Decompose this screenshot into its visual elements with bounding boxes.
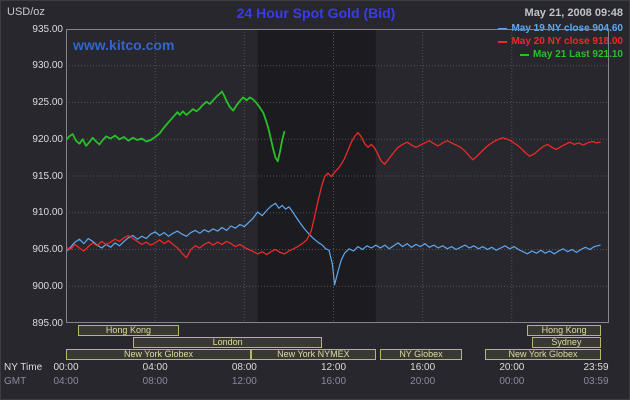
legend: May 19 NY close 904.60 May 20 NY close 91… [498,23,623,62]
x-axis-label-gmt: 08:00 [142,376,168,387]
session-box-hong-kong: Hong Kong [527,325,601,336]
y-axis-label: 895.00 [32,317,63,329]
chart-title: 24 Hour Spot Gold (Bid) [236,5,396,21]
session-box-london: London [132,337,323,348]
x-axis-label-ny: 20:00 [499,362,525,373]
nymex-session-band [257,29,376,323]
x-axis-label-ny: 16:00 [410,362,436,373]
x-axis-label-ny: 12:00 [320,362,347,373]
price-line-may21 [66,90,286,163]
legend-label: May 20 NY close 918.00 [511,36,623,47]
x-axis-label-gmt: 20:00 [410,376,436,387]
datetime-label: May 21, 2008 09:48 [524,7,623,19]
x-axis-label-gmt: 12:00 [231,376,257,387]
x-axis-label-gmt: 04:00 [53,376,79,387]
y-axis-label: 925.00 [32,97,63,108]
price-line-may20 [66,131,601,259]
legend-item: May 20 NY close 918.00 [498,36,623,47]
session-box-new-york-globex: New York Globex [485,349,601,360]
legend-color-dash [519,53,529,56]
session-box-hong-kong: Hong Kong [78,325,179,336]
legend-label: May 21 Last 921.10 [532,49,623,60]
price-line-may19 [66,202,601,286]
ny-time-axis-label: NY Time [4,362,43,373]
session-box-new-york-nymex: New York NYMEX [251,349,376,360]
x-axis-label-ny: 23:59 [583,362,609,373]
kitco-watermark: www.kitco.com [73,37,175,53]
x-axis-label-ny: 04:00 [142,362,168,373]
plot-border [66,29,609,323]
x-axis-label-gmt: 16:00 [320,376,347,387]
y-axis-label: 935.00 [32,23,63,35]
gmt-axis-label: GMT [4,376,27,387]
legend-label: May 19 NY close 904.60 [511,23,623,34]
session-box-sydney: Sydney [531,337,601,348]
legend-color-dash [498,27,508,30]
legend-item: May 19 NY close 904.60 [498,23,623,34]
x-axis-label-ny: 00:00 [53,362,79,373]
y-axis-label: 930.00 [32,60,63,72]
y-axis-label: 900.00 [32,280,63,292]
legend-item: May 21 Last 921.10 [498,49,623,60]
y-axis-label: 915.00 [32,170,63,182]
y-axis-label: 910.00 [32,207,63,219]
unit-label: USD/oz [7,6,45,18]
y-axis-label: 905.00 [32,244,63,255]
x-axis-label-gmt: 03:59 [583,376,609,387]
y-axis-label: 920.00 [32,133,63,145]
x-axis-label-ny: 08:00 [231,362,257,373]
plot-area [66,29,609,323]
session-box-ny-globex: NY Globex [380,349,462,360]
x-axis-label-gmt: 00:00 [499,376,525,387]
legend-color-dash [498,40,508,43]
session-box-new-york-globex: New York Globex [66,349,251,360]
